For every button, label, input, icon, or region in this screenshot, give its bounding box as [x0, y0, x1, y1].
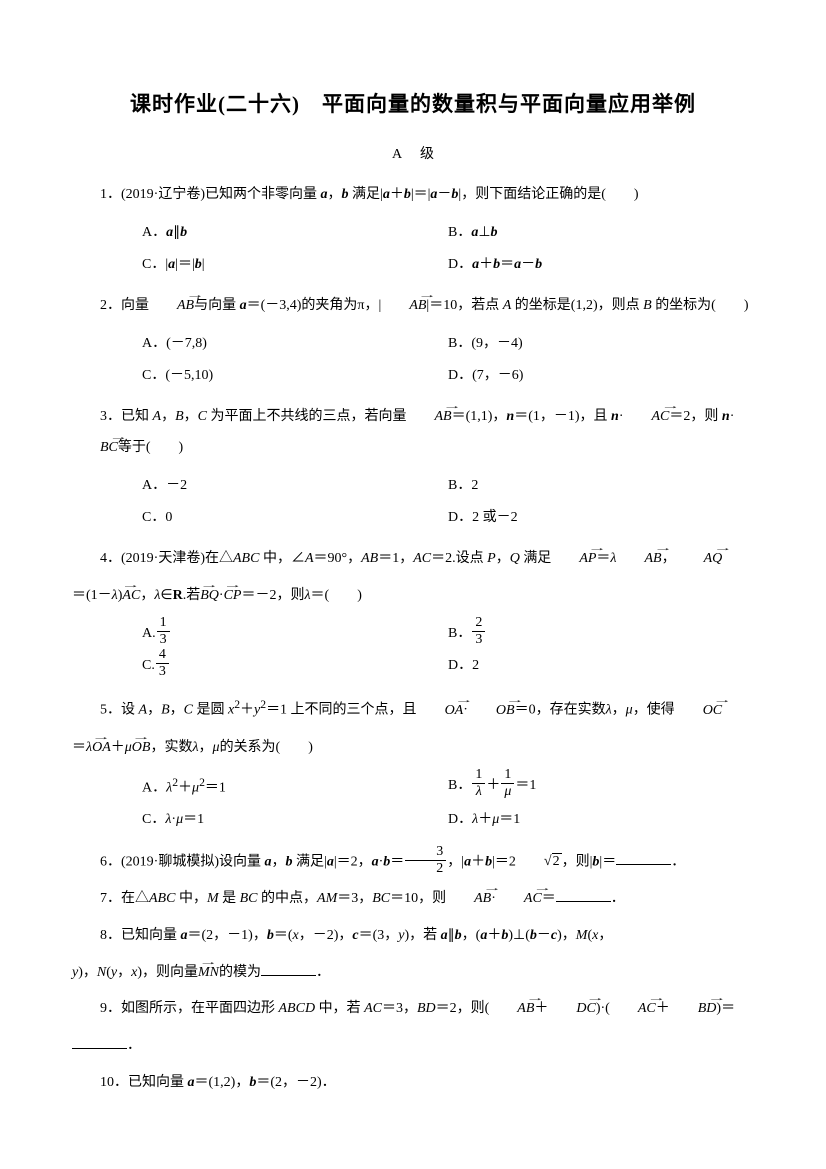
level-label: A级: [72, 144, 754, 166]
q1-opt-b: B．a⊥b: [448, 217, 754, 249]
question-7: 7．在△ABC 中，M 是 BC 的中点，AM＝3，BC＝10，则AB·AC＝．: [72, 884, 754, 915]
blank-9: [72, 1035, 127, 1049]
question-1: 1．(2019·辽宁卷)已知两个非零向量 a，b 满足|a＋b|＝|a－b|，则…: [72, 180, 754, 211]
worksheet-title: 课时作业(二十六) 平面向量的数量积与平面向量应用举例: [72, 88, 754, 122]
q3-opt-a: A．－2: [142, 470, 448, 502]
q5-opt-d: D．λ＋μ＝1: [448, 804, 754, 836]
q1-opt-a: A．a∥b: [142, 217, 448, 249]
question-3: 3．已知 A，B，C 为平面上不共线的三点，若向量AB＝(1,1)，n＝(1，－…: [72, 402, 754, 464]
q3-opt-c: C．0: [142, 502, 448, 534]
q5-options: A．λ2＋μ2＝1 B．1λ＋1μ＝1 C．λ·μ＝1 D．λ＋μ＝1: [142, 770, 754, 837]
q5-opt-a: A．λ2＋μ2＝1: [142, 770, 448, 805]
question-10: 10．已知向量 a＝(1,2)，b＝(2，－2)．: [72, 1068, 754, 1099]
q4-opt-a: A.13: [142, 618, 448, 650]
question-5: 5．设 A，B，C 是圆 x2＋y2＝1 上不同的三个点，且OA·OB＝0，存在…: [72, 692, 754, 726]
q4-options: A.13 B．23 C.43 D．2: [142, 618, 754, 682]
q3-opt-d: D．2 或－2: [448, 502, 754, 534]
question-4-line2: ＝(1－λ)AC，λ∈R.若BQ·CP＝－2，则λ＝( ): [72, 581, 754, 612]
question-9-line2: ．: [72, 1031, 754, 1062]
q2-opt-a: A．(－7,8): [142, 328, 448, 360]
q1-opt-c: C．|a|＝|b|: [142, 249, 448, 281]
q3-options: A．－2 B．2 C．0 D．2 或－2: [142, 470, 754, 534]
q5-opt-b: B．1λ＋1μ＝1: [448, 770, 754, 805]
q1-options: A．a∥b B．a⊥b C．|a|＝|b| D．a＋b＝a－b: [142, 217, 754, 281]
question-9: 9．如图所示，在平面四边形 ABCD 中，若 AC＝3，BD＝2，则(AB＋DC…: [72, 994, 754, 1025]
q2-opt-b: B．(9，－4): [448, 328, 754, 360]
blank-7: [556, 888, 611, 902]
question-4: 4．(2019·天津卷)在△ABC 中，∠A＝90°，AB＝1，AC＝2.设点 …: [72, 544, 754, 575]
question-2: 2．向量AB与向量 a＝(－3,4)的夹角为π，|AB|＝10，若点 A 的坐标…: [72, 291, 754, 322]
question-8: 8．已知向量 a＝(2，－1)，b＝(x，－2)，c＝(3，y)，若 a∥b，(…: [72, 921, 754, 952]
q4-opt-d: D．2: [448, 650, 754, 682]
q2-opt-c: C．(－5,10): [142, 360, 448, 392]
q3-opt-b: B．2: [448, 470, 754, 502]
q4-opt-b: B．23: [448, 618, 754, 650]
q2-opt-d: D．(7，－6): [448, 360, 754, 392]
q1-opt-d: D．a＋b＝a－b: [448, 249, 754, 281]
q2-options: A．(－7,8) B．(9，－4) C．(－5,10) D．(7，－6): [142, 328, 754, 392]
question-6: 6．(2019·聊城模拟)设向量 a，b 满足|a|＝2，a·b＝32，|a＋b…: [72, 847, 754, 879]
q5-opt-c: C．λ·μ＝1: [142, 804, 448, 836]
blank-8: [261, 962, 316, 976]
question-5-line2: ＝λOA＋μOB，实数λ，μ的关系为( ): [72, 733, 754, 764]
blank-6: [616, 851, 671, 865]
q4-opt-c: C.43: [142, 650, 448, 682]
question-8-line2: y)，N(y，x)，则向量MN的模为．: [72, 958, 754, 989]
